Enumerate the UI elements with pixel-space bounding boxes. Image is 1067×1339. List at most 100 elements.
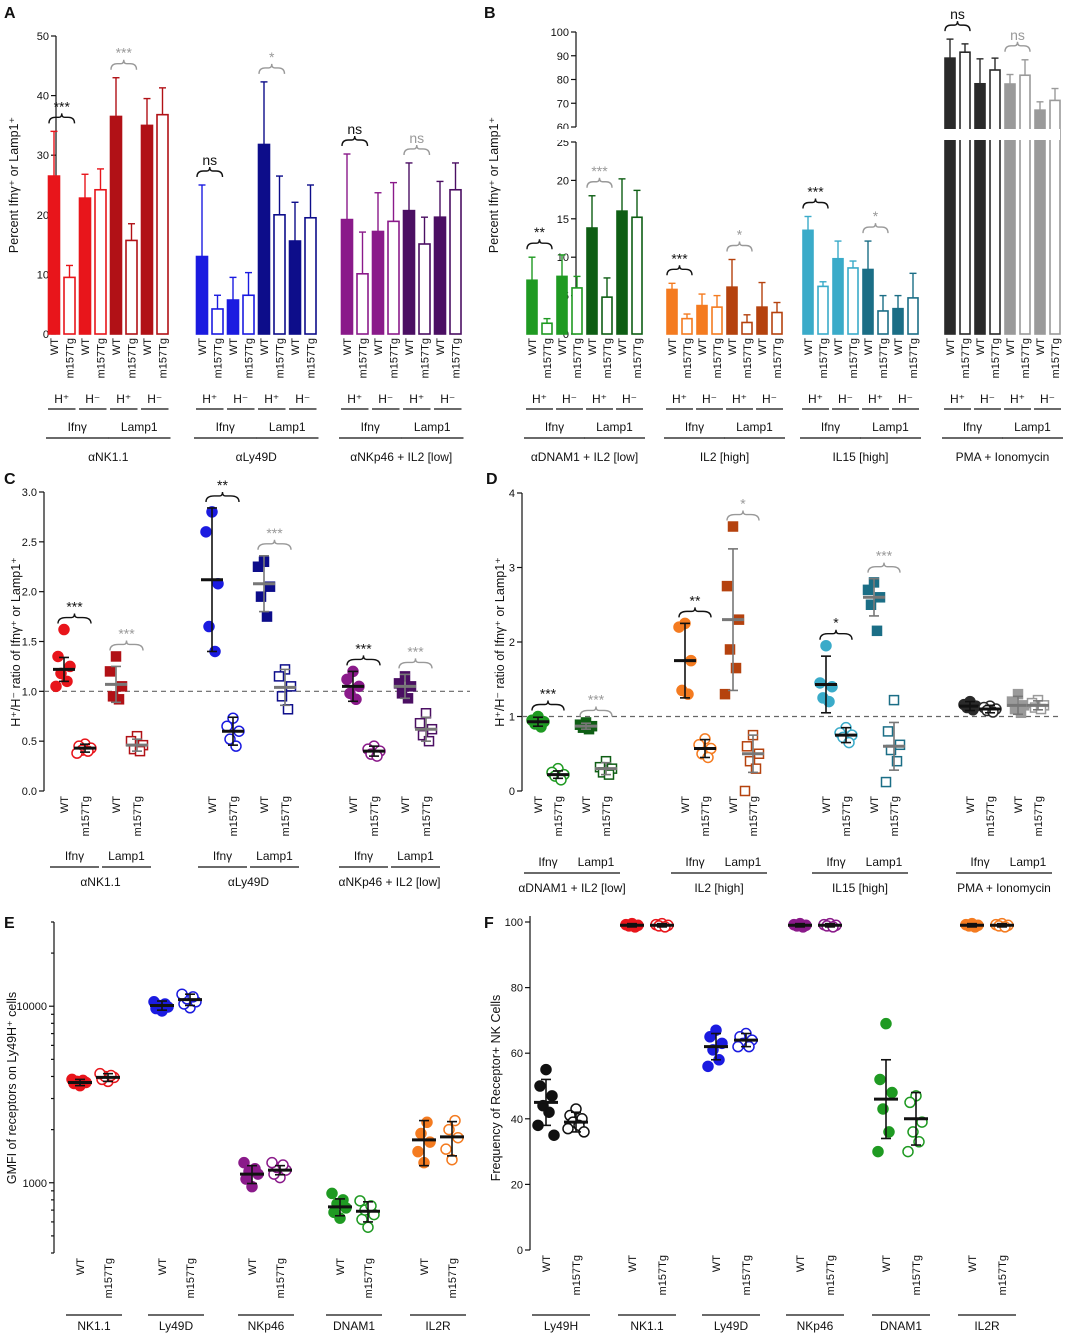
panel-c-sig-label: *** [355, 640, 372, 656]
panel-b-subgroup-label: Lamp1 [872, 420, 909, 434]
panel-d-data-point [820, 639, 832, 652]
panel-a-bar [226, 299, 240, 335]
panel-d-data-point [1015, 707, 1027, 719]
panel-d-x-tick-label: m157Tg [748, 796, 760, 836]
panel-b-x-tick-label: WT [587, 338, 599, 355]
panel-c-data-point [261, 611, 273, 622]
panel-b-bar [556, 275, 568, 335]
panel-b-x-tick-label: WT [697, 338, 709, 355]
panel-b-bar [756, 306, 768, 335]
panel-f-x-tick-label: m157Tg [997, 1255, 1009, 1295]
panel-b-x-tick-label: m157Tg [572, 338, 584, 378]
panel-a-y-tick-label: 0 [43, 329, 49, 341]
panel-b-sig-brace [586, 177, 613, 188]
panel-d-sig-brace [531, 700, 565, 711]
panel-b-sig-label: * [873, 208, 879, 224]
panel-c-x-tick-label: WT [259, 796, 271, 813]
panel-d-subgroup-label: Ifnγ [826, 855, 845, 869]
panel-a-sig-label: ns [202, 152, 217, 168]
panel-d-data-point [871, 625, 883, 637]
panel-b-bar [1004, 83, 1016, 335]
panel-b-y-tick-label: 0 [563, 329, 569, 341]
panel-c-subgroup-label: Ifnγ [213, 849, 232, 863]
panel-a-y-tick-label: 30 [37, 150, 49, 162]
panel-b-x-tick-label: WT [833, 338, 845, 355]
panel-b-subgroup-label: Lamp1 [736, 420, 773, 434]
panel-e-data-point [412, 1145, 424, 1158]
panel-d-subgroup-label: Lamp1 [725, 855, 762, 869]
panel-a-h-label: H⁻ [147, 392, 162, 406]
panel-c-sig-brace [57, 613, 92, 624]
panel-b-bar [631, 216, 643, 335]
panel-d-x-tick-label: WT [680, 796, 692, 813]
panel-d-data-point [721, 580, 733, 592]
panel-a-sig-brace [403, 144, 431, 155]
panel-a-x-tick-label: m157Tg [451, 338, 463, 378]
panel-a-x-tick-label: WT [373, 338, 385, 355]
panel-d-data-point [891, 755, 903, 767]
panel-a-x-tick-label: m157Tg [96, 338, 108, 378]
panel-d-sig-label: *** [876, 548, 893, 564]
panel-c-data-point [58, 623, 70, 636]
panel-b-bar [1019, 74, 1031, 335]
panel-b-h-label: H⁻ [980, 392, 995, 406]
panel-d-x-tick-label: m157Tg [1033, 796, 1045, 836]
panel-f-data-point [872, 1145, 884, 1158]
panel-d-x-tick-label: m157Tg [841, 796, 853, 836]
panel-b-bar [907, 297, 919, 335]
panel-c-y-tick-label: 1.5 [22, 637, 37, 649]
panel-a-sig-label: ns [347, 121, 362, 137]
panel-b-x-tick-label: WT [863, 338, 875, 355]
panel-f-x-tick-label: WT [541, 1255, 553, 1272]
panel-a-sig-label: *** [54, 98, 71, 114]
panel-c-data-point [113, 694, 125, 705]
panel-b-h-label: H⁺ [808, 392, 823, 406]
panel-d-data-point [719, 688, 731, 700]
panel-f-data-point [562, 1122, 574, 1135]
panel-f-group-label: DNAM1 [880, 1319, 922, 1333]
panel-b-h-label: H⁻ [562, 392, 577, 406]
panel-d-sig-label: * [740, 496, 746, 512]
panel-c-data-point [393, 678, 405, 689]
panel-b-h-label: H⁺ [950, 392, 965, 406]
panel-d-data-point [673, 621, 685, 633]
panel-a-bar [304, 216, 317, 335]
panel-b-y-tick-label: 80 [557, 75, 569, 87]
panel-d-sig-label: *** [540, 686, 557, 702]
panel-c-data-point [116, 681, 128, 692]
panel-e-x-tick-label: m157Tg [185, 1258, 197, 1298]
panel-d-y-tick-label: 2 [509, 637, 515, 649]
panel-a-bar [242, 294, 255, 335]
panel-e-y-axis-title: GMFI of receptors on Ly49H⁺ cells [5, 992, 19, 1184]
panel-a-group-label: αNK1.1 [88, 450, 129, 464]
panel-b-x-tick-label: m157Tg [602, 338, 614, 378]
panel-e-x-tick-label: m157Tg [103, 1258, 115, 1298]
panel-c-x-tick-label: WT [111, 796, 123, 813]
panel-d-x-tick-label: m157Tg [553, 796, 565, 836]
panel-a-x-tick-label: m157Tg [65, 338, 77, 378]
panel-b-x-tick-label: m157Tg [960, 338, 972, 378]
panel-e-data-point [354, 1195, 366, 1207]
panel-c-y-tick-label: 0.5 [22, 736, 37, 748]
panel-a-x-tick-label: m157Tg [213, 338, 225, 378]
panel-a-h-label: H⁻ [85, 392, 100, 406]
panel-c-data-point [110, 651, 122, 662]
panel-a-x-tick-label: WT [342, 338, 354, 355]
panel-a-y-tick-label: 40 [37, 91, 49, 103]
panel-a-h-label: H⁻ [233, 392, 248, 406]
panel-f-x-tick-label: WT [711, 1255, 723, 1272]
panel-b-bar [526, 279, 538, 335]
panel-f-data-point [886, 1086, 898, 1099]
panel-d-group-label: IL15 [high] [832, 881, 888, 895]
panel-b-h-label: H⁻ [838, 392, 853, 406]
panel-d-subgroup-label: Lamp1 [578, 855, 615, 869]
panel-f-y-tick-label: 20 [511, 1179, 523, 1191]
panel-d-y-tick-label: 4 [509, 488, 515, 500]
panel-d-x-tick-label: WT [1013, 796, 1025, 813]
panel-a-x-tick-label: WT [290, 338, 302, 355]
panel-b-bar [666, 288, 678, 335]
panel-b-h-label: H⁺ [868, 392, 883, 406]
panel-b-subgroup-label: Lamp1 [596, 420, 633, 434]
panel-a-bar [257, 143, 271, 335]
panel-b-x-tick-label: WT [975, 338, 987, 355]
